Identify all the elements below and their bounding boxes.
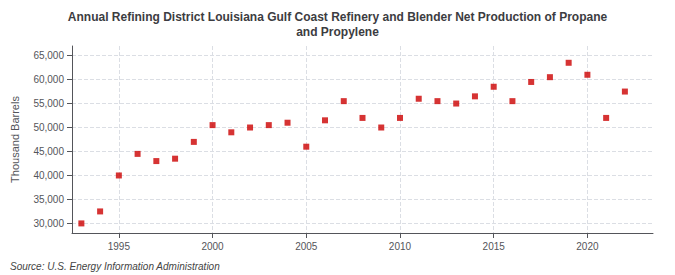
svg-text:1995: 1995 [108,241,131,252]
svg-text:55,000: 55,000 [33,98,64,109]
svg-text:2020: 2020 [576,241,599,252]
svg-text:35,000: 35,000 [33,194,64,205]
svg-text:2010: 2010 [389,241,412,252]
svg-text:Source: U.S. Energy Informatio: Source: U.S. Energy Information Administ… [10,261,220,272]
svg-text:2000: 2000 [201,241,224,252]
svg-text:40,000: 40,000 [33,170,64,181]
svg-text:2015: 2015 [483,241,506,252]
svg-text:Annual Refining District Louis: Annual Refining District Louisiana Gulf … [68,10,608,24]
svg-text:and Propylene: and Propylene [296,25,379,39]
svg-text:65,000: 65,000 [33,50,64,61]
svg-text:50,000: 50,000 [33,122,64,133]
svg-text:45,000: 45,000 [33,146,64,157]
svg-text:60,000: 60,000 [33,74,64,85]
svg-text:30,000: 30,000 [33,218,64,229]
svg-text:2005: 2005 [295,241,318,252]
svg-text:Thousand Barrels: Thousand Barrels [9,96,21,183]
